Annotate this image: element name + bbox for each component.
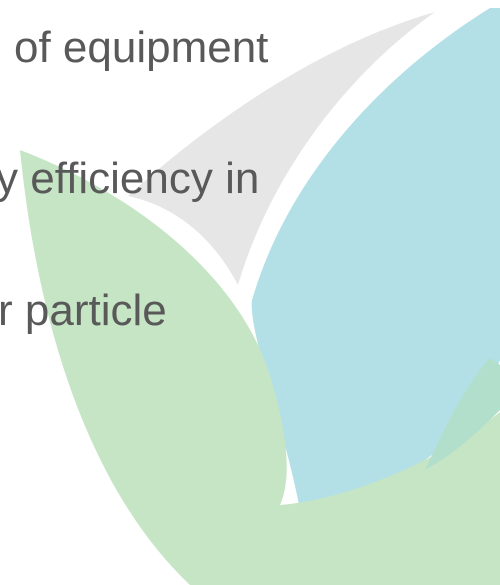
text-line: of equipment — [14, 23, 268, 72]
page: {"text_lines": ["of equipment", "y effic… — [0, 0, 500, 585]
slide: of equipment y efficiency in r particle — [0, 0, 500, 585]
text-line: r particle — [0, 286, 167, 335]
text-line: y efficiency in — [0, 154, 259, 203]
